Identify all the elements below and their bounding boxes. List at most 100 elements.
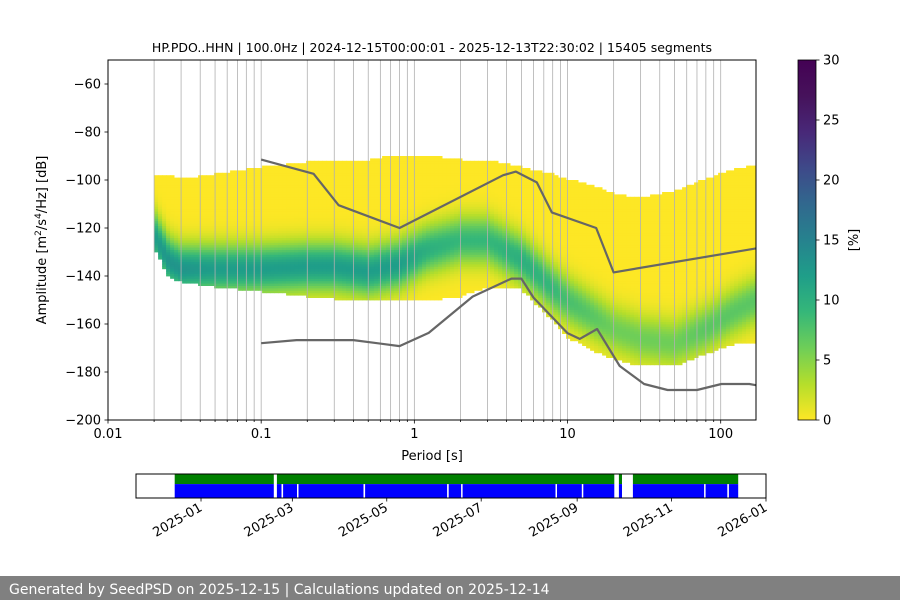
psd-density-cell — [498, 184, 503, 188]
psd-density-cell — [246, 240, 251, 243]
psd-density-cell — [166, 220, 171, 224]
psd-density-cell — [330, 220, 335, 224]
psd-density-cell — [262, 271, 267, 274]
psd-density-cell — [306, 285, 311, 289]
psd-density-cell — [358, 247, 363, 250]
psd-density-cell — [402, 244, 407, 248]
psd-density-cell — [362, 192, 367, 195]
psd-density-cell — [206, 213, 211, 217]
psd-density-cell — [514, 180, 519, 183]
psd-density-cell — [374, 230, 379, 234]
psd-density-cell — [478, 206, 483, 210]
psd-density-cell — [510, 175, 515, 178]
psd-density-cell — [498, 182, 503, 186]
psd-density-cell — [422, 163, 427, 166]
psd-density-cell — [246, 264, 251, 267]
psd-density-cell — [350, 249, 355, 253]
psd-density-cell — [434, 228, 439, 231]
psd-density-cell — [314, 223, 319, 226]
psd-density-cell — [270, 168, 275, 171]
psd-density-cell — [374, 268, 379, 272]
psd-density-cell — [182, 189, 187, 193]
psd-density-cell — [414, 256, 419, 260]
psd-density-cell — [258, 285, 263, 289]
psd-density-cell — [478, 196, 483, 200]
psd-density-cell — [346, 199, 351, 202]
psd-density-cell — [294, 292, 299, 296]
psd-density-cell — [326, 218, 331, 222]
psd-density-cell — [502, 208, 507, 212]
psd-density-cell — [418, 223, 423, 226]
psd-density-cell — [518, 211, 523, 214]
psd-density-cell — [374, 256, 379, 260]
psd-density-cell — [426, 292, 431, 296]
psd-density-cell — [354, 206, 359, 210]
psd-density-cell — [358, 218, 363, 222]
psd-density-cell — [426, 235, 431, 238]
psd-density-cell — [426, 172, 431, 176]
psd-density-cell — [418, 184, 423, 188]
psd-density-cell — [178, 180, 183, 183]
psd-density-cell — [370, 230, 375, 234]
psd-density-cell — [350, 196, 355, 200]
psd-density-cell — [294, 247, 299, 250]
psd-density-cell — [210, 266, 215, 270]
psd-density-cell — [438, 163, 443, 166]
psd-density-cell — [462, 225, 467, 229]
psd-density-cell — [450, 204, 455, 207]
psd-density-cell — [170, 247, 175, 250]
psd-density-cell — [362, 285, 367, 289]
psd-density-cell — [330, 182, 335, 186]
psd-density-cell — [222, 261, 227, 265]
psd-density-cell — [210, 256, 215, 260]
psd-density-cell — [226, 247, 231, 250]
psd-density-cell — [454, 278, 459, 282]
psd-density-cell — [266, 280, 271, 284]
psd-density-cell — [394, 206, 399, 210]
psd-density-cell — [438, 158, 443, 162]
psd-density-cell — [454, 266, 459, 270]
psd-density-cell — [234, 228, 239, 231]
psd-density-cell — [462, 268, 467, 272]
psd-density-cell — [486, 256, 491, 260]
psd-density-cell — [182, 256, 187, 260]
psd-density-cell — [338, 240, 343, 243]
psd-density-cell — [322, 170, 327, 174]
psd-density-cell — [454, 220, 459, 224]
psd-density-cell — [446, 266, 451, 270]
psd-density-cell — [358, 206, 363, 210]
psd-density-cell — [298, 230, 303, 234]
psd-density-cell — [362, 252, 367, 255]
psd-density-cell — [210, 177, 215, 181]
psd-density-cell — [186, 259, 191, 262]
psd-density-cell — [478, 201, 483, 205]
psd-density-cell — [242, 256, 247, 260]
psd-density-cell — [374, 208, 379, 212]
psd-density-cell — [262, 235, 267, 238]
psd-density-cell — [398, 201, 403, 205]
psd-density-cell — [246, 288, 251, 291]
psd-density-cell — [522, 170, 527, 174]
psd-density-cell — [302, 271, 307, 274]
psd-density-cell — [222, 268, 227, 272]
psd-density-cell — [214, 211, 219, 214]
psd-density-cell — [478, 264, 483, 267]
psd-density-cell — [490, 259, 495, 262]
psd-density-cell — [174, 259, 179, 262]
psd-density-cell — [194, 271, 199, 274]
psd-density-cell — [466, 259, 471, 262]
psd-density-cell — [494, 280, 499, 284]
psd-density-cell — [210, 235, 215, 238]
psd-density-cell — [278, 175, 283, 178]
psd-density-cell — [266, 168, 271, 171]
psd-density-cell — [194, 211, 199, 214]
psd-density-cell — [174, 268, 179, 272]
psd-density-cell — [330, 268, 335, 272]
psd-density-cell — [266, 235, 271, 238]
psd-density-cell — [226, 189, 231, 193]
psd-density-cell — [362, 261, 367, 265]
psd-density-cell — [194, 187, 199, 190]
psd-density-cell — [522, 290, 527, 294]
psd-density-cell — [330, 189, 335, 193]
psd-density-cell — [434, 247, 439, 250]
